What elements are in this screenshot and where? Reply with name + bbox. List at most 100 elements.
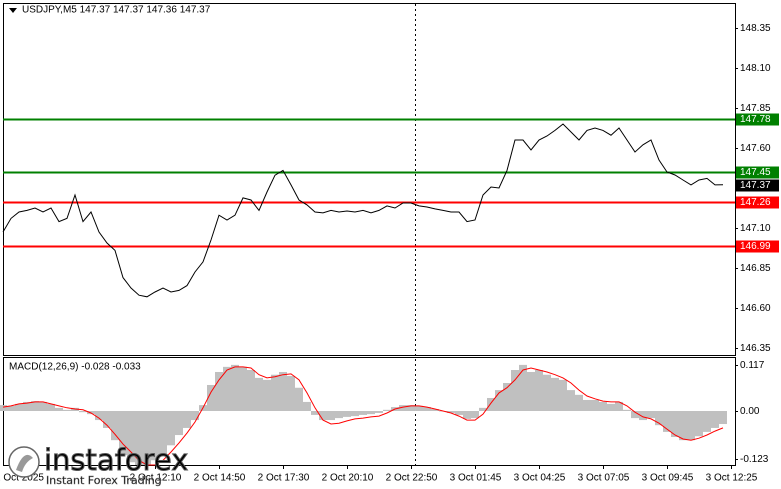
histogram-bar	[631, 411, 639, 419]
histogram-bar	[103, 411, 111, 428]
histogram-bar	[223, 366, 231, 411]
x-tick-label: 3 Oct 01:45	[450, 473, 502, 484]
y-tick-label: 148.10	[740, 63, 771, 74]
histogram-bar	[63, 409, 71, 411]
histogram-bar	[119, 411, 127, 456]
histogram-bar	[303, 401, 311, 411]
histogram-bar	[407, 405, 415, 411]
chart-title: USDJPY,M5 147.37 147.37 147.36 147.37	[22, 5, 211, 16]
histogram-bar	[263, 379, 271, 411]
histogram-bar	[135, 411, 143, 465]
histogram-bar	[431, 409, 439, 411]
x-tick-label: 3 Oct 12:25	[706, 473, 758, 484]
last-price-box	[736, 179, 779, 192]
histogram-bar	[567, 390, 575, 411]
histogram-bar	[247, 370, 255, 411]
level-label-box	[736, 113, 779, 126]
histogram-bar	[343, 411, 351, 417]
histogram-bar	[591, 399, 599, 411]
histogram-bar	[23, 401, 31, 411]
histogram-bar	[639, 411, 647, 421]
x-tick-label: 2 Oct 14:50	[194, 473, 246, 484]
histogram-bar	[551, 377, 559, 411]
histogram-bar	[143, 411, 151, 465]
histogram-bar	[279, 371, 287, 411]
histogram-bar	[151, 411, 159, 461]
histogram-bar	[207, 384, 215, 411]
watermark-tagline: Instant Forex Trading	[46, 474, 162, 487]
histogram-bar	[615, 401, 623, 411]
histogram-bar	[703, 411, 711, 432]
y-tick-label: 147.10	[740, 223, 771, 234]
last-price-label: 147.37	[740, 180, 771, 191]
histogram-bar	[575, 394, 583, 411]
marks	[0, 118, 735, 466]
histogram-bar	[623, 409, 631, 411]
histogram-bar	[511, 370, 519, 411]
y-tick-label: 0.117	[740, 360, 765, 371]
watermark: instaforex Instant Forex Trading	[8, 443, 189, 487]
histogram-bar	[695, 411, 703, 437]
histogram-bar	[183, 411, 191, 428]
histogram-bar	[375, 411, 383, 413]
histogram-bar	[599, 401, 607, 411]
histogram-bar	[535, 370, 543, 411]
histogram-bar	[319, 411, 327, 421]
level-label-box	[736, 196, 779, 209]
histogram-bar	[271, 374, 279, 411]
logo-mark	[16, 454, 33, 472]
histogram-bar	[159, 411, 167, 456]
histogram-bar	[543, 374, 551, 411]
histogram-bar	[0, 405, 7, 411]
histogram-bar	[447, 411, 455, 413]
signal-line	[2, 366, 724, 466]
x-tick-label: 3 Oct 07:05	[578, 473, 630, 484]
level-label: 146.99	[740, 241, 771, 252]
histogram-bar	[479, 407, 487, 411]
histogram-bar	[79, 411, 87, 413]
y-tick-label: 147.60	[740, 143, 771, 154]
x-tick-label: 2 Oct 2025	[0, 473, 44, 484]
x-tick-label: 2 Oct 22:50	[386, 473, 438, 484]
histogram-bar	[399, 405, 407, 411]
macd-title: MACD(12,26,9) -0.028 -0.033	[9, 362, 141, 373]
x-tick-label: 2 Oct 12:10	[130, 473, 182, 484]
menu-arrow	[9, 8, 17, 13]
histogram-bar	[583, 399, 591, 411]
level-label-box	[736, 240, 779, 253]
x-tick-label: 2 Oct 20:10	[322, 473, 374, 484]
histogram-bar	[367, 411, 375, 415]
x-tick-label: 3 Oct 09:45	[642, 473, 694, 484]
histogram-bar	[191, 411, 199, 421]
histogram-bar	[327, 411, 335, 421]
histogram-bar	[255, 377, 263, 411]
histogram-bar	[55, 407, 63, 411]
histogram-bar	[671, 411, 679, 438]
histogram-bar	[95, 411, 103, 421]
histogram-bar	[295, 387, 303, 411]
histogram-bar	[175, 411, 183, 436]
y-tick-label: 146.85	[740, 263, 771, 274]
y-tick-label: 146.60	[740, 303, 771, 314]
y-tick-label: -0.123	[740, 454, 769, 465]
histogram-bar	[311, 411, 319, 415]
histogram-bar	[167, 411, 175, 446]
histogram-bar	[335, 411, 343, 419]
histogram-bar	[231, 364, 239, 411]
x-tick-label: 2 Oct 17:30	[258, 473, 310, 484]
level-label: 147.26	[740, 197, 771, 208]
histogram-bar	[15, 403, 23, 411]
histogram-bar	[687, 411, 695, 441]
histogram-bar	[47, 403, 55, 411]
histogram-bar	[215, 371, 223, 411]
price-panel	[3, 3, 736, 356]
histogram-bar	[503, 383, 511, 411]
level-label-box	[736, 166, 779, 179]
histogram-bar	[711, 411, 719, 428]
level-label: 147.78	[740, 114, 771, 125]
watermark-brand: instaforex	[44, 443, 188, 477]
histogram-bar	[495, 390, 503, 411]
histogram-bar	[127, 411, 135, 463]
histogram-bar	[471, 411, 479, 419]
